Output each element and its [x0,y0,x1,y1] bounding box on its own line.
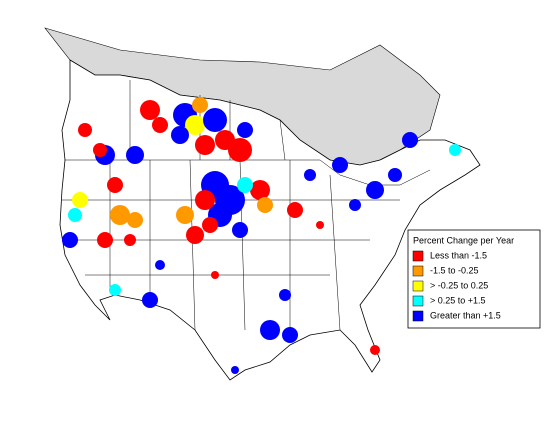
continent [59,59,481,381]
legend-label: Less than -1.5 [430,250,487,260]
observation-area [93,143,107,157]
observation-area [257,197,273,213]
legend-label: -1.5 to -0.25 [430,265,479,275]
observation-area [171,126,189,144]
observation-area [349,199,361,211]
observation-area [237,122,253,138]
observation-area [186,226,204,244]
observation-area [176,206,194,224]
observation-area [304,169,316,181]
observation-area [152,117,168,133]
legend-swatch [412,265,424,277]
observation-area [237,177,253,193]
observation-area [332,157,348,173]
observation-area [370,345,380,355]
observation-area [62,232,78,248]
observation-area [232,222,248,238]
legend-swatch [412,250,424,262]
observation-area [195,135,215,155]
observation-area [366,181,384,199]
legend-swatch [412,310,424,322]
observation-area [109,284,121,296]
legend-swatch [412,295,424,307]
observation-area [211,271,219,279]
observation-area [78,123,92,137]
legend-title: Percent Change per Year [413,235,514,245]
observation-area [72,192,88,208]
observation-area [388,168,402,182]
observation-area [185,115,205,135]
observation-area [97,232,113,248]
legend-items: Less than -1.5 -1.5 to -0.25 > -0.25 to 0.… [412,250,501,322]
observation-area [107,177,123,193]
observation-area [231,366,239,374]
observation-area [126,146,144,164]
observation-area [228,138,252,162]
legend-label: > 0.25 to +1.5 [430,295,486,305]
legend-label: Greater than +1.5 [430,310,501,320]
observation-area [449,144,461,156]
observation-area [202,217,218,233]
observation-area [287,202,303,218]
observation-area [68,208,82,222]
observation-area [195,190,215,210]
observation-area [316,221,324,229]
observation-area [260,320,280,340]
legend: Percent Change per Year Less than -1.5 -1… [407,229,541,329]
observation-area [110,205,130,225]
observation-area [192,97,208,113]
observation-area [203,108,227,132]
observation-area [282,327,298,343]
observation-area [142,292,158,308]
legend-swatch [412,280,424,292]
legend-label: > -0.25 to 0.25 [430,280,488,290]
observation-areas [62,97,461,374]
legend-box [407,229,541,329]
observation-area [155,260,165,270]
observation-area [250,180,270,200]
observation-area [127,212,143,228]
observation-area [402,132,418,148]
observation-area [124,234,136,246]
observation-area [140,100,160,120]
observation-area [279,289,291,301]
